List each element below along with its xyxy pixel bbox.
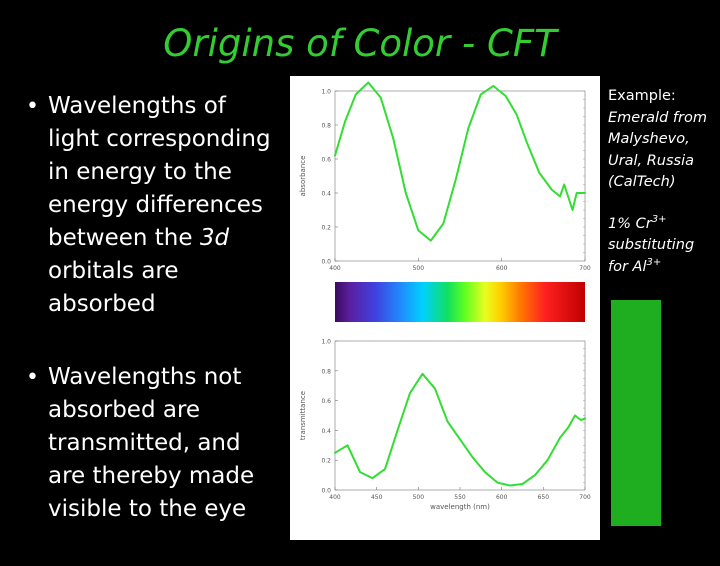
- plot-frame: [334, 90, 586, 262]
- transmittance-chart: 0.0 0.2 0.4 0.6 0.8 1.0 400 450 500 550 600 650 700 t…: [299, 339, 591, 512]
- x-tick-label: 600: [496, 494, 508, 501]
- x-tick-label: 400: [329, 265, 341, 272]
- y-tick-label: 0.4: [321, 428, 331, 435]
- plot-frame: [334, 340, 586, 491]
- y-axis-label: absorbance: [299, 156, 307, 197]
- y-tick-label: 1.0: [321, 89, 331, 96]
- spectrum-line: [334, 372, 586, 487]
- y-axis-label: transmittance: [299, 391, 307, 440]
- y-tick-label: 0.0: [321, 259, 331, 266]
- visible-spectrum-band: [335, 282, 585, 322]
- x-tick-label: 700: [579, 494, 591, 501]
- bullet-absorbed-text-1: Wavelengths of light corresponding in en…: [48, 93, 271, 251]
- x-tick-label: 550: [454, 494, 466, 501]
- y-tick-label: 0.8: [321, 123, 331, 130]
- x-tick-label: 400: [329, 494, 341, 501]
- substitution-note: 1% Cr3+ substituting for Al3+: [608, 214, 718, 279]
- x-tick-label: 500: [413, 265, 425, 272]
- bullet-list: Wavelengths of light corresponding in en…: [26, 90, 276, 566]
- subst-prefix: 1% Cr: [608, 215, 652, 232]
- x-axis-label: wavelength (nm): [430, 503, 490, 511]
- x-tick-label: 700: [579, 265, 591, 272]
- bullet-absorbed-text-2: orbitals are absorbed: [48, 258, 179, 317]
- bullet-transmitted: Wavelengths not absorbed are transmitted…: [26, 361, 276, 526]
- x-tick-label: 450: [371, 494, 383, 501]
- y-tick-label: 0.4: [321, 191, 331, 198]
- absorbance-chart: 0.0 0.2 0.4 0.6 0.8 1.0 400 500 600 700 absorbance: [299, 81, 591, 272]
- bullet-transmitted-text: Wavelengths not absorbed are transmitted…: [48, 364, 255, 522]
- y-tick-label: 0.6: [321, 398, 331, 405]
- example-label: Example:: [608, 88, 676, 104]
- y-tick-label: 0.8: [321, 368, 331, 375]
- y-tick-label: 0.0: [321, 488, 331, 495]
- subst-sup-al: 3+: [646, 256, 662, 268]
- slide-title: Origins of Color - CFT: [163, 22, 557, 65]
- subst-sup-cr: 3+: [651, 213, 667, 225]
- spectra-figure: 0.0 0.2 0.4 0.6 0.8 1.0 400 500 600 700 absorbance…: [290, 76, 600, 540]
- example-body: Emerald from Malyshevo, Ural, Russia (Ca…: [608, 109, 707, 191]
- example-caption: Example: Emerald from Malyshevo, Ural, R…: [608, 86, 718, 278]
- bullet-absorbed-3d: 3d: [199, 225, 230, 251]
- y-tick-label: 0.2: [321, 458, 331, 465]
- x-tick-label: 500: [413, 494, 425, 501]
- x-tick-label: 600: [496, 265, 508, 272]
- emerald-color-swatch: [611, 300, 661, 526]
- x-tick-label: 650: [538, 494, 550, 501]
- subst-middle: substituting for Al: [608, 237, 695, 275]
- y-tick-label: 0.2: [321, 225, 331, 232]
- y-tick-label: 0.6: [321, 157, 331, 164]
- bullet-absorbed: Wavelengths of light corresponding in en…: [26, 90, 276, 321]
- spectrum-line: [334, 81, 586, 242]
- y-tick-label: 1.0: [321, 339, 331, 346]
